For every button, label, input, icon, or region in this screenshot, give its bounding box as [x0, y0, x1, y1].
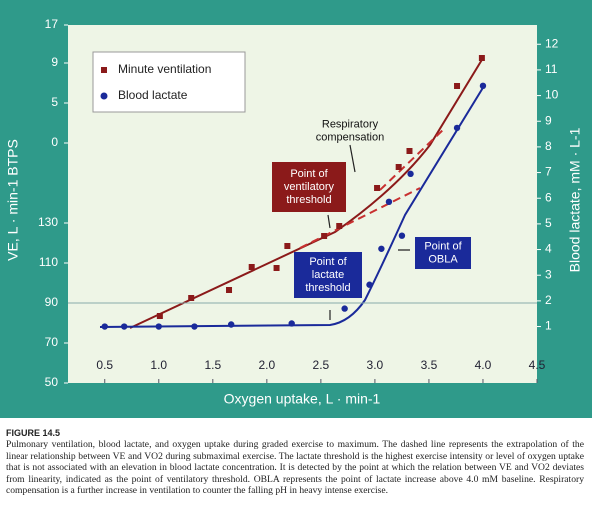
- point: [120, 323, 128, 330]
- y-tick-label: 17: [45, 17, 59, 31]
- x-tick-label: 4.5: [529, 358, 546, 372]
- point: [341, 305, 348, 312]
- annotation-line: threshold: [305, 282, 350, 294]
- point: [248, 264, 255, 270]
- annotation-line: ventilatory: [284, 181, 335, 193]
- lactate-curve: [99, 85, 485, 328]
- arrows: [327, 144, 410, 320]
- y2-tick-label: 12: [545, 36, 559, 50]
- legend-marker: [100, 92, 108, 100]
- point: [378, 245, 385, 252]
- point: [398, 232, 406, 239]
- annotation-line: lactate: [312, 269, 344, 281]
- point: [374, 185, 381, 191]
- annotation-line: Respiratory: [322, 118, 379, 130]
- y-tick-label: 130: [38, 215, 58, 229]
- annotation: Point of OBLA: [424, 240, 462, 265]
- annotation-line: Point of: [290, 168, 328, 180]
- y2-tick-label: 3: [545, 267, 552, 281]
- x-tick-label: 2.0: [258, 358, 275, 372]
- point: [284, 243, 291, 249]
- point: [101, 323, 108, 330]
- extrapolation-2: [379, 127, 446, 191]
- y2-tick-label: 11: [545, 62, 558, 76]
- y-tick-label: 90: [45, 295, 59, 309]
- point: [227, 321, 235, 328]
- point: [226, 287, 233, 293]
- extrapolation-1: [299, 187, 421, 249]
- legend-label: Blood lactate: [118, 88, 188, 102]
- point: [479, 82, 487, 90]
- y-tick-label: 110: [39, 255, 58, 269]
- point: [288, 320, 295, 327]
- annotation-line: threshold: [286, 194, 331, 206]
- point: [188, 295, 195, 301]
- caption: FIGURE 14.5 Pulmonary ventilation, blood…: [6, 428, 584, 496]
- x-tick-label: 1.0: [150, 358, 167, 372]
- x-tick-label: 2.5: [313, 358, 330, 372]
- annotation: Point of lactate threshold: [305, 256, 350, 294]
- x-tick-label: 1.5: [204, 358, 221, 372]
- y2-tick-label: 1: [545, 319, 552, 333]
- x-tick-label: 3.5: [421, 358, 438, 372]
- x-tick-label: 3.0: [367, 358, 384, 372]
- annotation-line: OBLA: [428, 253, 458, 265]
- y2-tick-label: 5: [545, 216, 552, 230]
- legend-marker: [101, 67, 107, 73]
- annotation: Point of ventilatory threshold: [284, 168, 335, 206]
- point: [155, 323, 162, 330]
- y-tick-label: 70: [45, 335, 59, 349]
- point: [385, 198, 393, 206]
- point: [366, 281, 373, 288]
- point: [273, 265, 280, 271]
- annotation-box: [415, 237, 471, 269]
- annotation-line: Point of: [424, 240, 462, 252]
- point: [453, 124, 461, 132]
- point: [336, 223, 343, 229]
- legend-label: Minute ventilation: [118, 62, 211, 76]
- legend-box: [92, 51, 246, 113]
- figure-label: FIGURE 14.5: [6, 428, 61, 438]
- y2-tick-label: 7: [545, 165, 552, 179]
- y2-tick-label: 10: [545, 88, 559, 102]
- y-tick-label: 0: [51, 135, 58, 149]
- y-tick-label: 5: [51, 95, 58, 109]
- point: [321, 233, 328, 239]
- y2-tick-label: 9: [545, 113, 552, 127]
- annotation-line: Point of: [309, 256, 347, 268]
- point: [156, 313, 163, 319]
- y2-tick-label: 6: [545, 190, 552, 204]
- x-tick-label: 0.5: [96, 358, 113, 372]
- y-tick-label: 50: [45, 375, 59, 389]
- point: [454, 83, 461, 89]
- annotation-box: [294, 252, 362, 298]
- point: [191, 323, 198, 330]
- point: [406, 148, 413, 154]
- figure-caption: Pulmonary ventilation, blood lactate, an…: [6, 439, 584, 497]
- annotation: Respiratory compensation: [316, 118, 385, 143]
- y2-tick-label: 2: [545, 293, 552, 307]
- annotation-box: [272, 162, 346, 212]
- y-axis-label: VE, L · min-1 BTPS: [5, 139, 21, 261]
- point: [478, 55, 485, 61]
- y2-axis-label: Blood lactate, mM · L-1: [567, 127, 583, 272]
- annotation-line: compensation: [316, 131, 385, 143]
- x-axis-label: Oxygen uptake, L · min-1: [224, 391, 381, 407]
- x-tick-label: 4.0: [475, 358, 492, 372]
- point: [407, 170, 414, 178]
- y-tick-label: 9: [51, 55, 58, 69]
- y2-tick-label: 4: [545, 242, 552, 256]
- y2-tick-label: 8: [545, 139, 552, 153]
- point: [395, 164, 402, 170]
